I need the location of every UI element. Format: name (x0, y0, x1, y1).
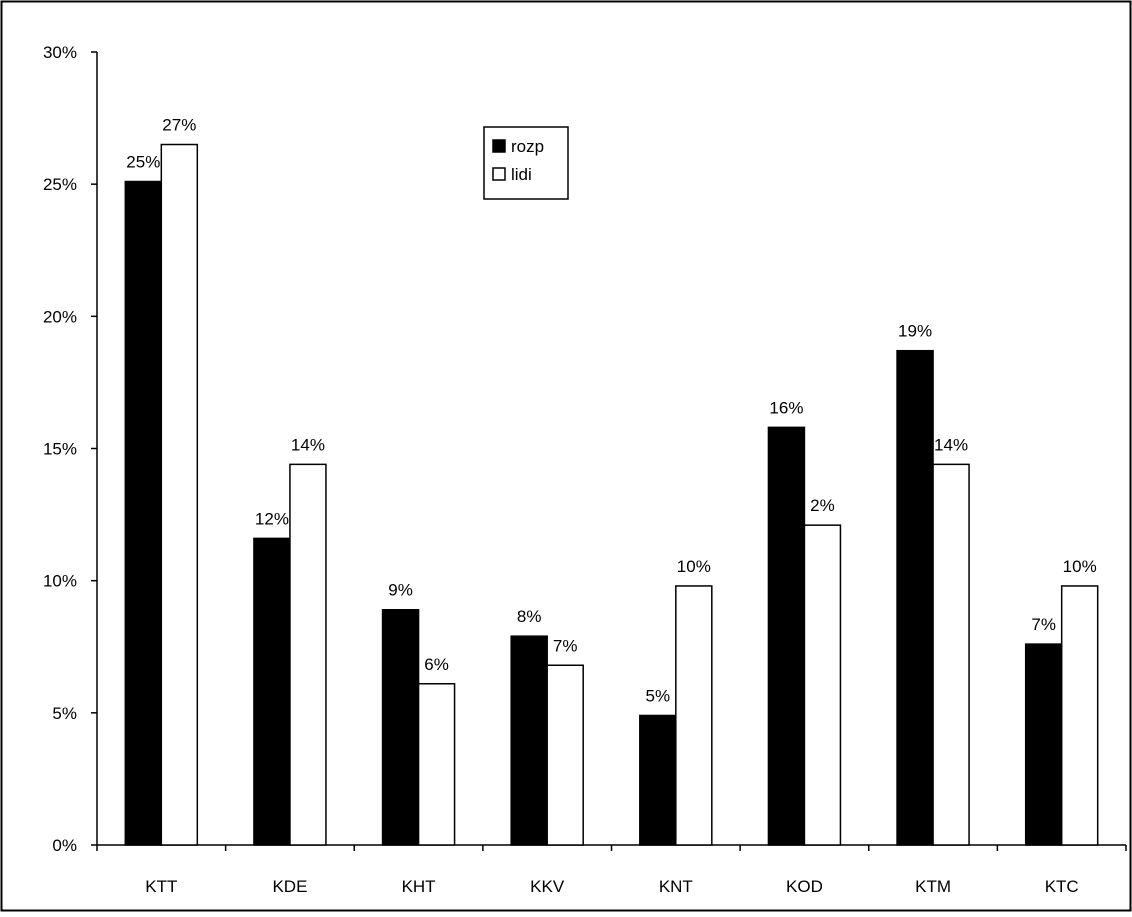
bar-lidi (803, 524, 842, 846)
y-tick-label: 10% (43, 572, 77, 591)
x-tick-label: KNT (659, 877, 693, 896)
bar-lidi (932, 463, 970, 846)
data-label-lidi: 10% (1063, 557, 1097, 576)
data-label-rozp: 12% (255, 509, 289, 528)
bar-rozp (896, 349, 934, 846)
data-label-lidi: 27% (162, 116, 196, 135)
bar-rozp (767, 426, 806, 846)
bar-lidi (546, 664, 584, 846)
bar-rozp (381, 608, 420, 846)
legend-label-rozp: rozp (511, 137, 544, 156)
data-label-lidi: 10% (677, 557, 711, 576)
bar-lidi (289, 463, 327, 846)
bar-rozp (1024, 643, 1063, 846)
legend: rozp lidi (483, 126, 569, 200)
bar-lidi (675, 585, 713, 846)
y-tick-label: 25% (43, 175, 77, 194)
data-label-lidi: 14% (291, 435, 325, 454)
bar-rozp (124, 180, 163, 846)
legend-label-lidi: lidi (511, 165, 532, 184)
y-tick-label: 0% (52, 836, 77, 855)
x-tick-label: KDE (272, 877, 307, 896)
x-tick-label: KTT (145, 877, 177, 896)
data-label-lidi: 6% (424, 655, 449, 674)
legend-box (483, 126, 569, 200)
data-label-rozp: 25% (126, 153, 160, 172)
x-tick-label: KHT (402, 877, 436, 896)
bar-rozp (510, 635, 548, 846)
x-tick-label: KKV (530, 877, 565, 896)
bar-lidi (1060, 585, 1099, 846)
x-tick-label: KOD (786, 877, 823, 896)
data-label-lidi: 14% (934, 435, 968, 454)
data-label-rozp: 9% (388, 581, 413, 600)
legend-swatch-rozp (492, 139, 506, 153)
data-label-lidi: 7% (553, 636, 578, 655)
data-label-rozp: 5% (646, 686, 671, 705)
data-label-rozp: 19% (898, 322, 932, 341)
bar-rozp (253, 537, 291, 846)
data-label-rozp: 7% (1031, 615, 1056, 634)
x-tick-label: KTM (915, 877, 951, 896)
x-tick-label: KTC (1045, 877, 1079, 896)
y-tick-label: 5% (52, 704, 77, 723)
y-tick-label: 20% (43, 307, 77, 326)
bar-rozp (639, 714, 677, 846)
y-tick-label: 30% (43, 43, 77, 62)
bar-lidi (160, 143, 199, 846)
bar-lidi (417, 683, 456, 846)
data-label-rozp: 8% (517, 607, 542, 626)
legend-swatch-lidi (492, 167, 506, 181)
y-tick-label: 15% (43, 440, 77, 459)
data-label-lidi: 2% (810, 496, 835, 515)
data-label-rozp: 16% (769, 398, 803, 417)
